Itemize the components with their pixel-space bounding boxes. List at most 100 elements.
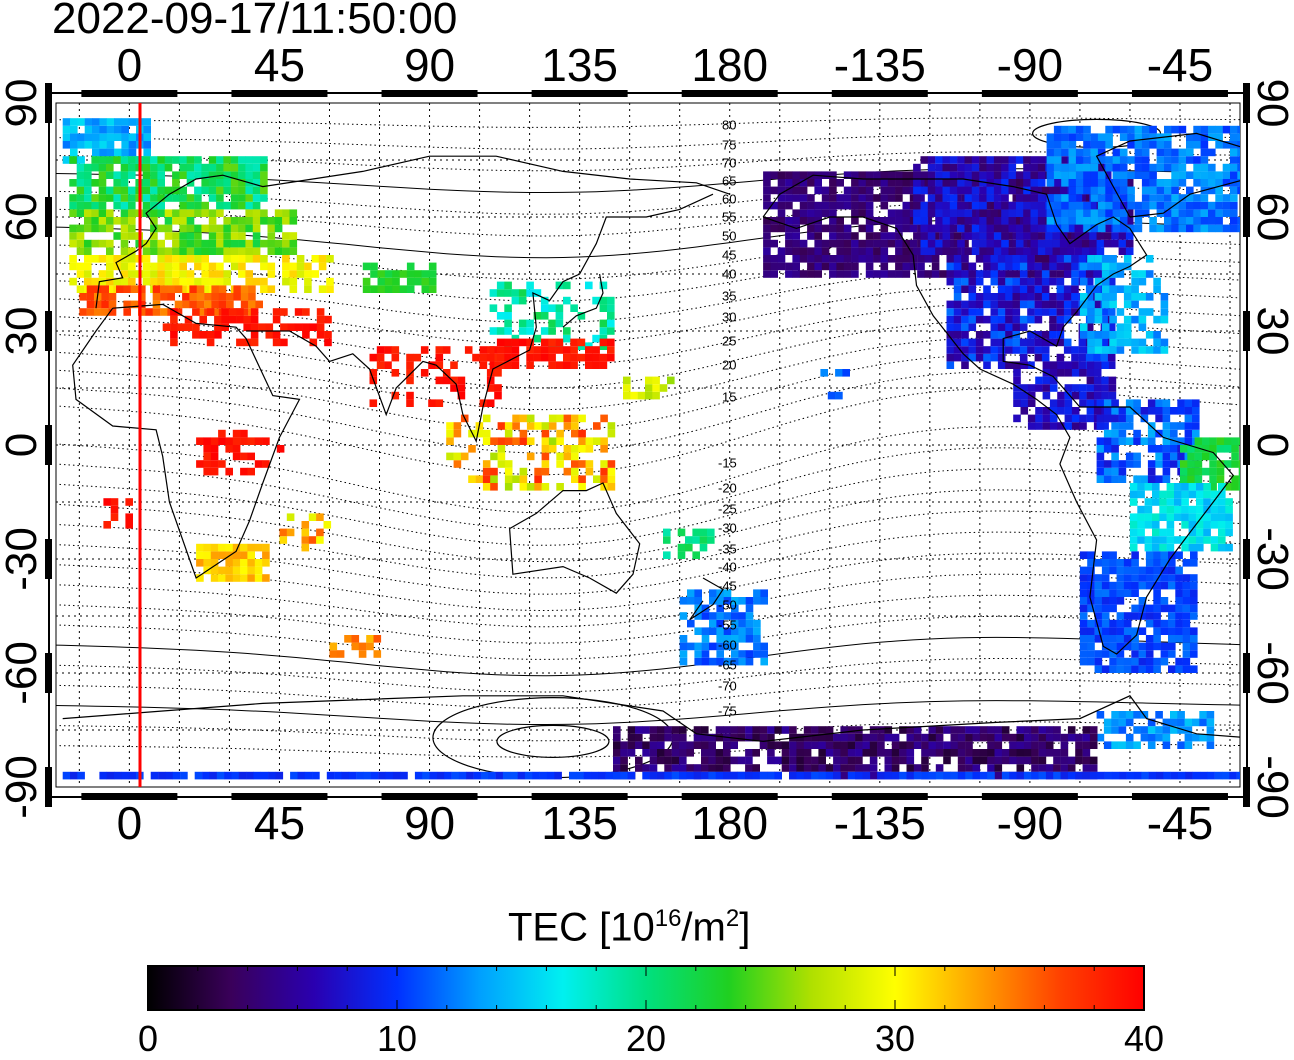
tec-cell <box>254 460 263 468</box>
tec-cell <box>591 771 599 780</box>
tec-cell <box>210 574 219 582</box>
tec-cell <box>664 771 672 780</box>
tec-data-cells <box>62 118 1240 780</box>
tec-cell <box>663 528 671 537</box>
tec-cell <box>526 281 534 290</box>
tec-cell <box>1037 194 1046 202</box>
tec-cell <box>1116 612 1125 620</box>
tec-cell <box>164 262 173 271</box>
tec-cell <box>511 361 520 369</box>
tec-cell <box>1162 429 1171 438</box>
tec-cell <box>763 247 771 255</box>
tec-cell <box>1045 239 1053 248</box>
tec-cell <box>1147 407 1156 415</box>
tec-cell <box>785 171 793 179</box>
tec-cell <box>1031 726 1039 734</box>
tec-cell <box>964 171 973 179</box>
tec-cell <box>835 369 843 377</box>
contour-label: 30 <box>722 309 737 325</box>
tec-cell <box>489 361 498 369</box>
tec-cell <box>302 331 310 339</box>
tec-cell <box>570 304 578 312</box>
tec-cell <box>1182 574 1191 582</box>
tec-cell <box>921 741 929 749</box>
tec-cell <box>1093 285 1101 293</box>
tec-cell <box>745 733 753 742</box>
tec-cell <box>1230 133 1238 141</box>
tec-cell <box>1138 597 1147 605</box>
tec-cell <box>763 194 771 202</box>
tec-cell <box>1085 270 1094 278</box>
tec-cell <box>228 315 237 324</box>
tec-cell <box>745 604 754 613</box>
tec-cell <box>730 726 738 734</box>
tec-cell <box>1222 771 1230 780</box>
tec-cell <box>1159 528 1167 537</box>
tec-cell <box>1087 551 1095 559</box>
tec-cell <box>1030 232 1039 240</box>
tec-cell <box>526 319 534 328</box>
tec-cell <box>763 239 771 248</box>
tec-cell <box>84 224 92 233</box>
tec-cell <box>309 323 318 331</box>
tec-cell <box>84 201 92 210</box>
tec-cell <box>1008 201 1017 210</box>
tec-cell <box>1111 771 1120 780</box>
tec-cell <box>827 391 836 400</box>
tec-cell <box>121 118 129 126</box>
tec-cell <box>1168 612 1176 620</box>
tec-cell <box>928 749 937 757</box>
tec-cell <box>1008 209 1017 217</box>
tec-cell <box>789 764 797 772</box>
tec-cell <box>913 232 921 240</box>
tec-cell <box>1090 141 1099 149</box>
tec-cell <box>1125 179 1134 187</box>
tec-cell <box>203 559 211 567</box>
tec-cell <box>707 528 715 537</box>
tec-cell <box>1225 521 1233 529</box>
tec-cell <box>891 749 900 757</box>
tec-cell <box>1082 771 1091 780</box>
tec-cell <box>223 217 231 225</box>
tec-cell <box>1194 460 1203 468</box>
tec-cell <box>1218 490 1226 499</box>
tec-cell <box>895 232 903 240</box>
tec-cell <box>1215 217 1223 225</box>
tec-cell <box>1075 209 1084 217</box>
tec-cell <box>1005 232 1013 240</box>
tec-cell <box>232 574 241 582</box>
tec-cell <box>1103 232 1112 240</box>
tec-cell <box>504 312 512 320</box>
tec-cell <box>884 733 893 742</box>
tec-cell <box>1171 179 1179 187</box>
tec-cell <box>785 232 793 240</box>
tec-cell <box>570 346 578 354</box>
tec-cell <box>541 445 550 453</box>
tec-cell <box>928 771 937 780</box>
tec-cell <box>701 635 710 643</box>
tec-cell <box>836 217 844 225</box>
tec-cell <box>211 285 219 293</box>
tec-cell <box>843 255 852 263</box>
tec-cell <box>1224 460 1232 468</box>
contour-label: 60 <box>722 191 737 207</box>
tec-cell <box>1078 361 1087 369</box>
tec-cell <box>125 498 133 506</box>
tec-cell <box>518 338 527 347</box>
tec-cell <box>1116 574 1125 582</box>
tec-cell <box>1153 581 1161 590</box>
tec-cell <box>170 338 178 347</box>
tec-cell <box>399 285 408 293</box>
tec-cell <box>770 224 778 233</box>
tec-cell <box>1109 650 1117 658</box>
tec-cell <box>884 771 893 780</box>
tec-cell <box>1184 733 1193 742</box>
tec-cell <box>1193 217 1201 225</box>
tec-cell <box>1164 209 1172 217</box>
tec-cell <box>247 543 255 552</box>
tec-cell <box>539 771 548 780</box>
tec-cell <box>1083 163 1091 172</box>
tec-cell <box>223 163 231 172</box>
tec-cell <box>880 270 889 278</box>
tec-cell <box>1012 338 1021 347</box>
